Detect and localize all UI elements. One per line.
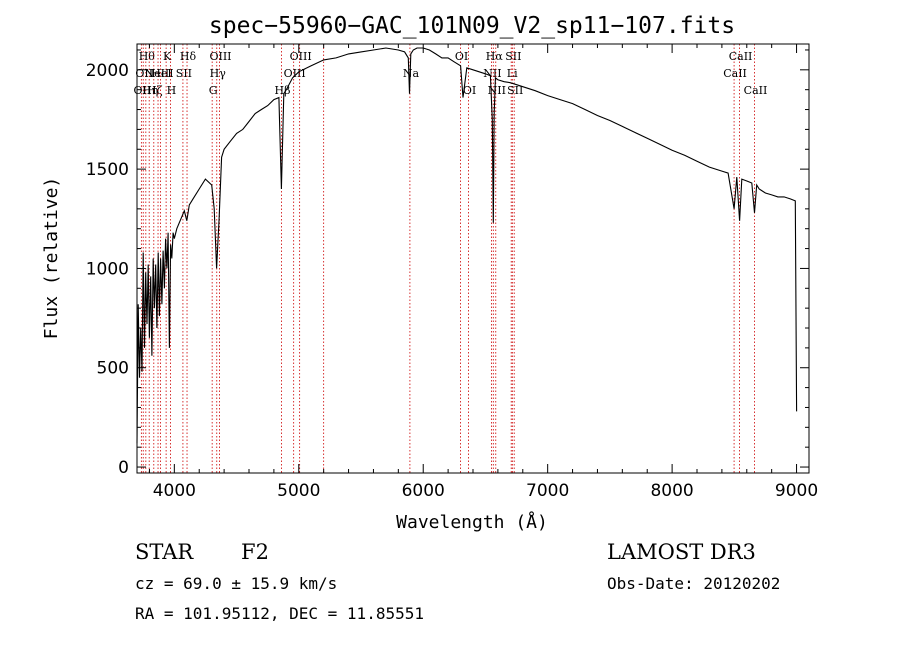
x-axis: 4000 5000 6000 7000 8000 9000	[148, 44, 818, 501]
redshift-readout: cz = 69.0 ± 15.9 km/s	[135, 574, 337, 593]
line-marker-label-10: Hδ	[180, 50, 197, 63]
line-marker-label-0: OII	[133, 84, 151, 97]
line-marker-label-6: HeI	[151, 67, 171, 80]
line-marker-label-25: SII	[505, 50, 521, 63]
x-tick-label-3: 7000	[526, 481, 569, 501]
line-marker-label-29: CaII	[744, 84, 768, 97]
line-marker-label-18: Na	[403, 67, 420, 80]
line-marker-label-14: Hβ	[275, 84, 291, 97]
x-tick-label-5: 9000	[775, 481, 818, 501]
line-marker-label-15: OIII	[284, 67, 306, 80]
x-tick-label-0: 4000	[153, 481, 196, 501]
x-tick-label-1: 5000	[277, 481, 320, 501]
y-tick-label-1: 500	[97, 359, 129, 379]
line-marker-label-26: SII	[507, 84, 523, 97]
coordinates-readout: RA = 101.95112, DEC = 11.85551	[135, 604, 424, 623]
y-tick-label-0: 0	[118, 458, 129, 478]
y-tick-label-2: 1000	[86, 259, 129, 279]
line-marker-label-12: Hγ	[210, 67, 227, 80]
object-subclass: F2	[241, 540, 269, 564]
line-marker-label-21: NII	[483, 67, 501, 80]
x-axis-label: Wavelength (Å)	[396, 511, 548, 533]
obs-date: Obs-Date: 20120202	[607, 574, 780, 593]
line-marker-label-13: OIII	[209, 50, 231, 63]
x-tick-label-4: 8000	[650, 481, 693, 501]
plot-frame	[136, 43, 810, 474]
y-tick-label-4: 2000	[86, 61, 129, 81]
y-axis: 0 500 1000 1500 2000	[86, 49, 809, 478]
line-marker-label-9: SII	[176, 67, 192, 80]
line-marker-label-22: Hα	[486, 50, 504, 63]
survey-name: LAMOST DR3	[607, 540, 756, 564]
line-marker-label-11: G	[209, 84, 218, 97]
line-marker-label-2: Hθ	[139, 50, 156, 63]
emission-line-markers: OIIOIIHθHηHζNeIIIHeIKHSIIHδGHγOIIIHβOIII…	[133, 44, 767, 473]
line-marker-label-7: K	[163, 50, 172, 63]
line-marker-label-28: CaII	[729, 50, 753, 63]
chart-title: spec−55960−GAC_101N09_V2_sp11−107.fits	[209, 13, 735, 39]
object-class: STAR	[135, 540, 194, 564]
line-marker-label-19: OI	[455, 50, 468, 63]
y-axis-label: Flux (relative)	[41, 177, 62, 340]
line-marker-label-3: Hη	[142, 84, 158, 97]
line-marker-label-4: Hζ	[147, 84, 163, 97]
line-marker-label-16: OIII	[290, 50, 312, 63]
line-marker-label-27: CaII	[723, 67, 747, 80]
line-marker-label-20: OI	[463, 84, 476, 97]
y-tick-label-3: 1500	[86, 160, 129, 180]
line-marker-label-8: H	[167, 84, 177, 97]
line-marker-label-23: NII	[488, 84, 506, 97]
x-tick-label-2: 6000	[402, 481, 445, 501]
flux-series-line	[136, 47, 798, 444]
